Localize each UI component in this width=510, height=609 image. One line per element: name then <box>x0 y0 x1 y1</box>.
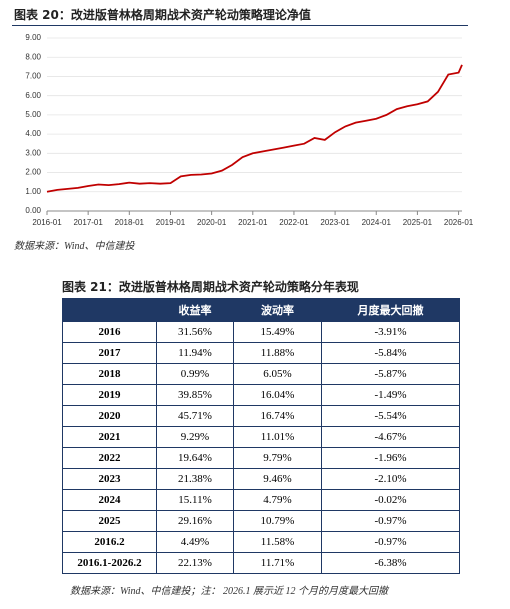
figure-caption: 图表 20：改进版普林格周期战术资产轮动策略理论净值 <box>14 8 311 22</box>
table-cell: -1.96% <box>321 447 460 469</box>
table-cell: 2016 <box>62 321 157 343</box>
x-tick-label: 2017-01 <box>73 218 103 227</box>
y-tick-label: 9.00 <box>25 33 41 42</box>
table-cell: 16.04% <box>233 384 322 406</box>
table-cell: 2017 <box>62 342 157 364</box>
table-row: 2020 45.71% 16.74% -5.54% <box>62 405 460 427</box>
table-cell: -0.97% <box>321 531 460 553</box>
table-cell: 16.74% <box>233 405 322 427</box>
x-tick-label: 2020-01 <box>197 218 227 227</box>
rule <box>12 25 468 26</box>
table-row: 2022 19.64% 9.79% -1.96% <box>62 447 460 469</box>
table: 收益率 波动率 月度最大回撤 2016 31.56% 15.49% -3.91% 2017 1… <box>62 298 460 574</box>
table-cell: 2021 <box>62 426 157 448</box>
table-cell: 2016.1-2026.2 <box>62 552 157 574</box>
y-tick-label: 1.00 <box>25 187 41 196</box>
x-tick-label: 2026-01 <box>444 218 474 227</box>
table-row: 2018 0.99% 6.05% -5.87% <box>62 363 460 385</box>
table-cell: -1.49% <box>321 384 460 406</box>
x-tick-label: 2023-01 <box>320 218 350 227</box>
table-cell: 4.79% <box>233 489 322 511</box>
table-cell: 9.29% <box>156 426 234 448</box>
x-tick-label: 2022-01 <box>279 218 309 227</box>
y-tick-label: 6.00 <box>25 91 41 100</box>
table-cell: 11.94% <box>156 342 234 364</box>
table-cell: 29.16% <box>156 510 234 532</box>
table-cell: 2023 <box>62 468 157 490</box>
table-caption: 图表 21：改进版普林格周期战术资产轮动策略分年表现 <box>62 280 359 294</box>
table-cell: 2019 <box>62 384 157 406</box>
y-tick-label: 3.00 <box>25 148 41 157</box>
table-cell: 15.49% <box>233 321 322 343</box>
table-cell: 19.64% <box>156 447 234 469</box>
figure-source: 数据来源：Wind、中信建投 <box>14 241 135 252</box>
header-cell <box>62 298 157 322</box>
table-cell: 11.88% <box>233 342 322 364</box>
series-line <box>46 64 463 193</box>
table-cell: 6.05% <box>233 363 322 385</box>
header-cell: 收益率 <box>156 298 234 322</box>
table-cell: -6.38% <box>321 552 460 574</box>
table-cell: 4.49% <box>156 531 234 553</box>
y-tick-label: 0.00 <box>25 206 41 215</box>
table-cell: -4.67% <box>321 426 460 448</box>
table-row: 2017 11.94% 11.88% -5.84% <box>62 342 460 364</box>
table-cell: 39.85% <box>156 384 234 406</box>
header-cell: 波动率 <box>233 298 322 322</box>
table-cell: 2022 <box>62 447 157 469</box>
table-cell: 10.79% <box>233 510 322 532</box>
x-tick-label: 2024-01 <box>362 218 392 227</box>
y-tick-label: 4.00 <box>25 129 41 138</box>
table-row: 2019 39.85% 16.04% -1.49% <box>62 384 460 406</box>
table-cell: 45.71% <box>156 405 234 427</box>
table-cell: 2024 <box>62 489 157 511</box>
table-cell: -3.91% <box>321 321 460 343</box>
y-tick-label: 2.00 <box>25 168 41 177</box>
table-cell: 22.13% <box>156 552 234 574</box>
table-cell: 2020 <box>62 405 157 427</box>
table-row: 2016.1-2026.2 22.13% 11.71% -6.38% <box>62 552 460 574</box>
table-source: 数据来源：Wind、中信建投；注： 2026.1 展示近 12 个月的月度最大回… <box>70 586 389 597</box>
table-row: 2021 9.29% 11.01% -4.67% <box>62 426 460 448</box>
table-cell: 2018 <box>62 363 157 385</box>
table-cell: 11.01% <box>233 426 322 448</box>
y-tick-label: 8.00 <box>25 52 41 61</box>
table-row: 2025 29.16% 10.79% -0.97% <box>62 510 460 532</box>
table-row: 2024 15.11% 4.79% -0.02% <box>62 489 460 511</box>
x-tick-label: 2025-01 <box>403 218 433 227</box>
table-cell: 21.38% <box>156 468 234 490</box>
table-cell: -2.10% <box>321 468 460 490</box>
header-cell: 月度最大回撤 <box>321 298 460 322</box>
table-cell: -0.02% <box>321 489 460 511</box>
table-row: 2023 21.38% 9.46% -2.10% <box>62 468 460 490</box>
table-cell: -5.87% <box>321 363 460 385</box>
table-cell: -5.84% <box>321 342 460 364</box>
table-cell: 9.46% <box>233 468 322 490</box>
table-cell: 15.11% <box>156 489 234 511</box>
table-cell: 31.56% <box>156 321 234 343</box>
table-cell: -0.97% <box>321 510 460 532</box>
table-cell: 2016.2 <box>62 531 157 553</box>
table-cell: 2025 <box>62 510 157 532</box>
y-tick-label: 5.00 <box>25 110 41 119</box>
table-row: 2016.2 4.49% 11.58% -0.97% <box>62 531 460 553</box>
table-cell: 11.58% <box>233 531 322 553</box>
table-cell: 9.79% <box>233 447 322 469</box>
x-tick-label: 2021-01 <box>238 218 268 227</box>
table-cell: 11.71% <box>233 552 322 574</box>
table-cell: 0.99% <box>156 363 234 385</box>
table-row: 2016 31.56% 15.49% -3.91% <box>62 321 460 343</box>
y-tick-label: 7.00 <box>25 72 41 81</box>
table-cell: -5.54% <box>321 405 460 427</box>
x-tick-label: 2019-01 <box>156 218 186 227</box>
chart: 0.00 1.00 2.00 3.00 4.00 5.00 6.00 7.00 8.00 9.00… <box>25 33 474 227</box>
x-tick-label: 2016-01 <box>32 218 62 227</box>
x-tick-label: 2018-01 <box>115 218 145 227</box>
